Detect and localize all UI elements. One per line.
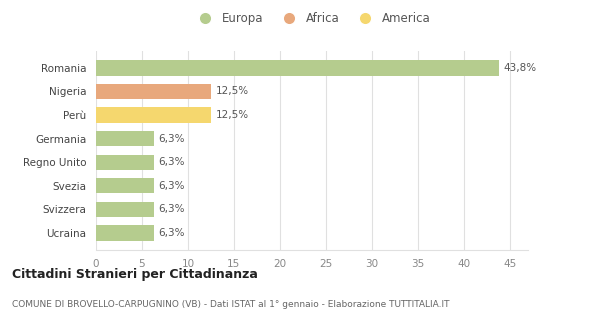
Text: 12,5%: 12,5% bbox=[215, 110, 248, 120]
Text: Cittadini Stranieri per Cittadinanza: Cittadini Stranieri per Cittadinanza bbox=[12, 268, 258, 281]
Bar bbox=[96, 60, 499, 76]
Text: 6,3%: 6,3% bbox=[158, 204, 185, 214]
Text: 6,3%: 6,3% bbox=[158, 181, 185, 191]
Text: 6,3%: 6,3% bbox=[158, 134, 185, 144]
Legend: Europa, Africa, America: Europa, Africa, America bbox=[188, 7, 436, 29]
Text: COMUNE DI BROVELLO-CARPUGNINO (VB) - Dati ISTAT al 1° gennaio - Elaborazione TUT: COMUNE DI BROVELLO-CARPUGNINO (VB) - Dat… bbox=[12, 300, 449, 309]
Bar bbox=[96, 155, 154, 170]
Text: 6,3%: 6,3% bbox=[158, 157, 185, 167]
Bar bbox=[96, 225, 154, 241]
Bar bbox=[96, 84, 211, 99]
Text: 12,5%: 12,5% bbox=[215, 86, 248, 96]
Bar bbox=[96, 108, 211, 123]
Text: 43,8%: 43,8% bbox=[503, 63, 536, 73]
Bar bbox=[96, 131, 154, 146]
Bar bbox=[96, 178, 154, 193]
Text: 6,3%: 6,3% bbox=[158, 228, 185, 238]
Bar bbox=[96, 202, 154, 217]
